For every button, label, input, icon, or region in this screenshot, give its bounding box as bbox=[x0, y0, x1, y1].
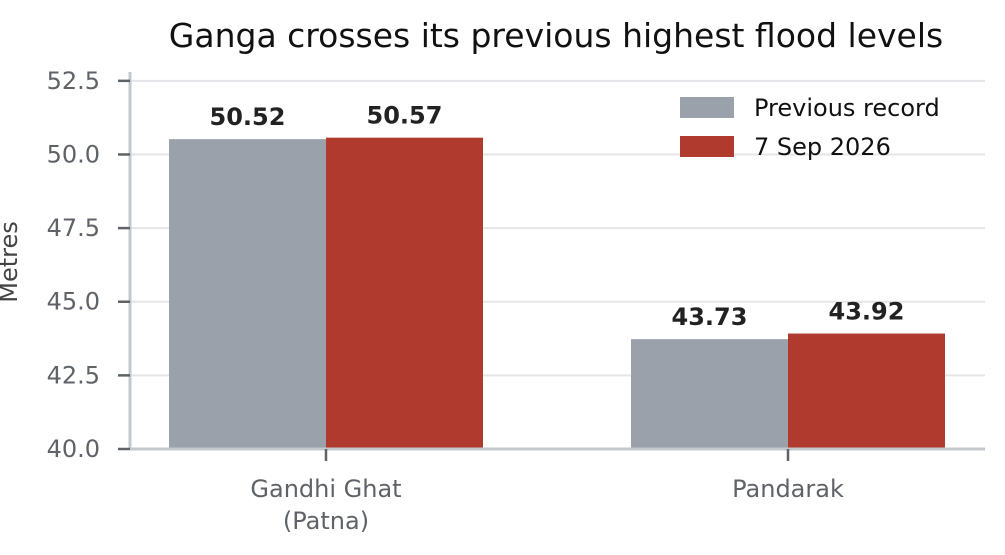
bar-7-sep-2026 bbox=[788, 333, 945, 449]
y-ticks: 40.0 42.5 45.0 47.5 50.0 52.5 bbox=[47, 67, 130, 463]
y-tick-label: 52.5 bbox=[47, 67, 100, 95]
data-label: 43.73 bbox=[672, 303, 748, 331]
data-label: 50.57 bbox=[367, 102, 443, 130]
y-tick-label: 45.0 bbox=[47, 288, 100, 316]
legend-label: 7 Sep 2026 bbox=[754, 133, 891, 161]
x-tick-label: Pandarak bbox=[732, 475, 844, 503]
axes bbox=[128, 72, 985, 451]
legend-label: Previous record bbox=[754, 94, 940, 122]
x-tick-label: Gandhi Ghat (Patna) bbox=[250, 475, 401, 535]
legend-swatch bbox=[680, 136, 734, 157]
data-label: 50.52 bbox=[210, 103, 286, 131]
data-label: 43.92 bbox=[829, 298, 905, 326]
y-tick-label: 42.5 bbox=[47, 361, 100, 389]
legend-swatch bbox=[680, 97, 734, 118]
bar-previous-record bbox=[169, 139, 326, 449]
legend: Previous record 7 Sep 2026 bbox=[680, 94, 940, 161]
y-axis-label: Metres bbox=[0, 221, 23, 303]
data-labels: 50.52 43.73 50.57 43.92 bbox=[210, 102, 905, 331]
y-tick-label: 50.0 bbox=[47, 140, 100, 168]
y-tick-label: 47.5 bbox=[47, 214, 100, 242]
y-tick-label: 40.0 bbox=[47, 435, 100, 463]
chart-title: Ganga crosses its previous highest flood… bbox=[169, 16, 943, 55]
x-ticks: Gandhi Ghat (Patna) Pandarak bbox=[250, 449, 844, 535]
bars-group bbox=[169, 137, 945, 449]
bar-7-sep-2026 bbox=[326, 137, 483, 449]
bar-previous-record bbox=[631, 339, 788, 449]
